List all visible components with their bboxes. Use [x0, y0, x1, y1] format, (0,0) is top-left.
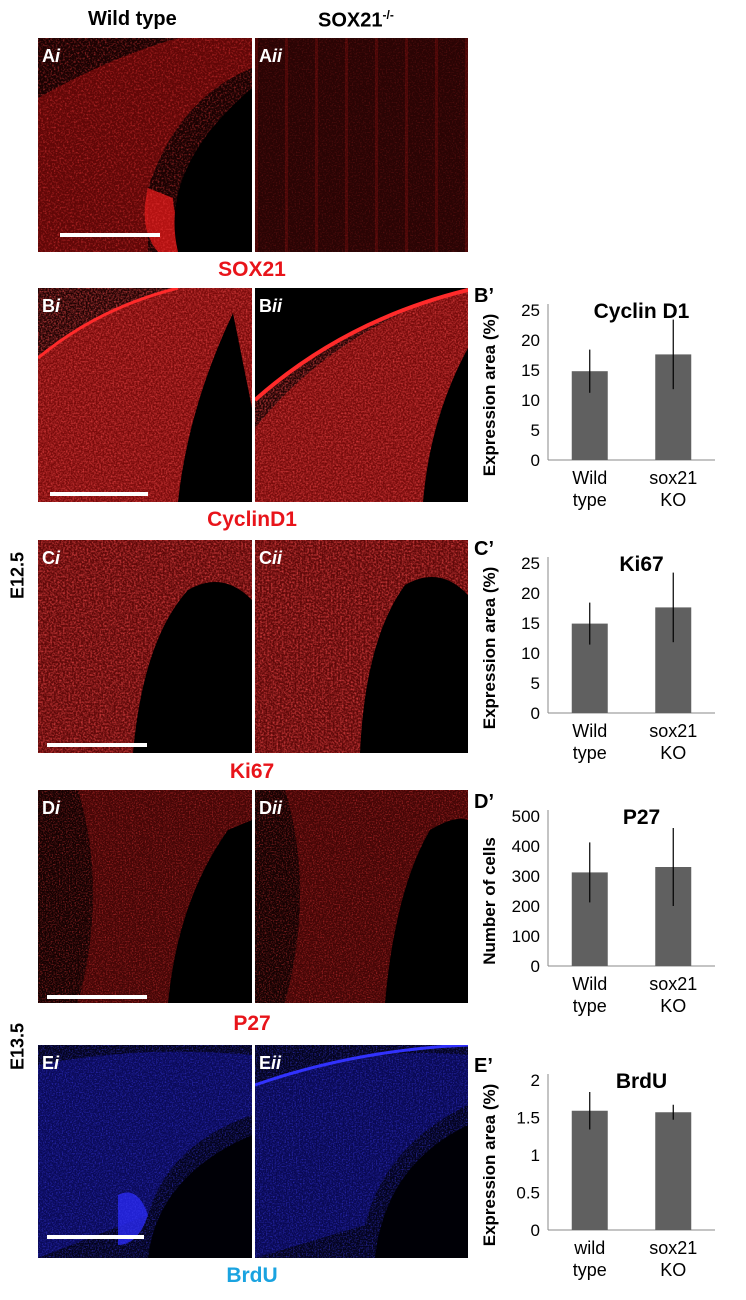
chart-y-tick-label: 300 — [512, 867, 540, 886]
chart-y-tick-label: 5 — [531, 421, 540, 440]
chart-y-tick-label: 10 — [521, 644, 540, 663]
chart-y-axis-label: Expression area (%) — [480, 1084, 499, 1247]
header-knockout-sup: -/- — [382, 8, 394, 22]
scale-bar-e — [47, 1235, 144, 1239]
micrograph-a-wild-type — [38, 38, 252, 252]
chart-title: Cyclin D1 — [594, 300, 690, 323]
chart-panel-label: D’ — [474, 791, 494, 813]
chart-x-tick-label: Wild — [572, 468, 607, 488]
chart-y-axis-label: Expression area (%) — [480, 314, 499, 477]
chart-y-tick-label: 0 — [531, 1221, 540, 1240]
chart-x-tick-label: KO — [660, 743, 686, 763]
panel-label-b-ii: Bii — [259, 296, 283, 316]
micrograph-d-knockout — [255, 790, 468, 1003]
stain-label-p27: P27 — [233, 1012, 271, 1035]
chart-x-tick-label: type — [573, 743, 607, 763]
stain-label-sox21: SOX21 — [218, 258, 286, 281]
chart-y-tick-label: 0.5 — [516, 1184, 540, 1203]
chart-y-tick-label: 0 — [531, 704, 540, 723]
chart-y-tick-label: 25 — [521, 554, 540, 573]
stain-label-cyclind1: CyclinD1 — [207, 508, 297, 531]
chart-y-tick-label: 15 — [521, 614, 540, 633]
chart-y-tick-label: 0 — [531, 957, 540, 976]
chart-y-tick-label: 100 — [512, 927, 540, 946]
chart-y-axis-label: Number of cells — [480, 837, 499, 965]
micrograph-b-wild-type — [38, 288, 252, 502]
chart-y-tick-label: 1.5 — [516, 1109, 540, 1128]
chart-y-tick-label: 400 — [512, 837, 540, 856]
chart-ki67: C’ Ki67 Expression area (%) 0 5 10 15 20 25 Wild t… — [470, 535, 740, 765]
panel-label-e-i: Ei — [42, 1053, 60, 1073]
chart-panel-label: C’ — [474, 538, 494, 560]
chart-bar — [655, 1112, 692, 1230]
panel-label-c-i: Ci — [42, 548, 61, 568]
chart-bar — [571, 1110, 608, 1230]
panel-label-e-ii: Eii — [259, 1053, 282, 1073]
chart-x-tick-label: type — [573, 1260, 607, 1280]
chart-x-tick-label: type — [573, 490, 607, 510]
micrograph-e-wild-type — [38, 1045, 252, 1258]
chart-svg: B’ Cyclin D1 Expression area (%) 0 5 10 15 20 25… — [474, 285, 715, 510]
stain-label-ki67: Ki67 — [229, 760, 275, 783]
chart-y-tick-label: 2 — [531, 1071, 540, 1090]
chart-y-tick-label: 1 — [531, 1146, 540, 1165]
panel-label-a-ii: Aii — [259, 46, 283, 66]
chart-y-tick-label: 5 — [531, 674, 540, 693]
chart-y-tick-label: 0 — [531, 451, 540, 470]
stage-label-e135: E13.5 — [7, 1022, 28, 1071]
chart-x-tick-label: sox21 — [649, 721, 697, 741]
chart-y-tick-label: 15 — [521, 361, 540, 380]
micrograph-a-knockout — [255, 38, 468, 252]
panel-label-c-ii: Cii — [259, 548, 283, 568]
scale-bar-b — [50, 492, 148, 496]
chart-svg: D’ P27 Number of cells 0 100 200 300 400 500 Wild… — [474, 791, 715, 1016]
chart-x-tick-label: Wild — [572, 974, 607, 994]
chart-panel-label: E’ — [474, 1055, 493, 1077]
chart-y-tick-label: 10 — [521, 391, 540, 410]
chart-y-tick-label: 500 — [512, 807, 540, 826]
chart-x-tick-label: type — [573, 996, 607, 1016]
stain-label-brdu: BrdU — [226, 1264, 278, 1287]
micrograph-c-wild-type — [38, 540, 252, 753]
chart-panel-label: B’ — [474, 285, 494, 307]
chart-y-tick-label: 20 — [521, 331, 540, 350]
chart-svg: E’ BrdU Expression area (%) 0 0.5 1 1.5 2 wildty… — [474, 1055, 715, 1280]
chart-x-tick-label: KO — [660, 1260, 686, 1280]
header-knockout: SOX21-/- — [318, 8, 394, 33]
chart-y-tick-label: 25 — [521, 301, 540, 320]
chart-svg: C’ Ki67 Expression area (%) 0 5 10 15 20 25 Wildt… — [474, 538, 715, 763]
chart-x-tick-label: KO — [660, 490, 686, 510]
chart-x-tick-label: sox21 — [649, 1238, 697, 1258]
chart-x-tick-label: wild — [573, 1238, 605, 1258]
panel-label-a-i: Ai — [42, 46, 61, 66]
chart-x-tick-label: sox21 — [649, 468, 697, 488]
stage-label-e125: E12.5 — [7, 551, 28, 600]
chart-y-axis-label: Expression area (%) — [480, 567, 499, 730]
panel-label-b-i: Bi — [42, 296, 61, 316]
chart-cyclin-d1: B’ Cyclin D1 Expression area (%) 0 5 10 15 20 25… — [470, 282, 740, 512]
chart-x-tick-label: Wild — [572, 721, 607, 741]
micrograph-e-knockout — [255, 1045, 468, 1258]
chart-brdu: E’ BrdU Expression area (%) 0 0.5 1 1.5 2 wild ty… — [470, 1052, 740, 1292]
scale-bar-c — [47, 743, 147, 747]
header-wild-type: Wild type — [88, 8, 177, 30]
panel-label-d-i: Di — [42, 798, 61, 818]
scale-bar-a — [60, 233, 160, 237]
chart-x-tick-label: KO — [660, 996, 686, 1016]
chart-title: Ki67 — [619, 553, 663, 576]
panel-label-d-ii: Dii — [259, 798, 283, 818]
chart-y-tick-label: 20 — [521, 584, 540, 603]
chart-y-tick-label: 200 — [512, 897, 540, 916]
chart-x-tick-label: sox21 — [649, 974, 697, 994]
chart-title: BrdU — [616, 1070, 667, 1093]
micrograph-d-wild-type — [38, 790, 252, 1003]
header-knockout-base: SOX21 — [318, 9, 383, 32]
scale-bar-d — [47, 995, 147, 999]
chart-p27: D’ P27 Number of cells 0 100 200 300 400 500 Wild… — [470, 788, 740, 1028]
micrograph-c-knockout — [255, 540, 468, 753]
chart-title: P27 — [623, 806, 660, 829]
micrograph-b-knockout — [255, 288, 468, 502]
